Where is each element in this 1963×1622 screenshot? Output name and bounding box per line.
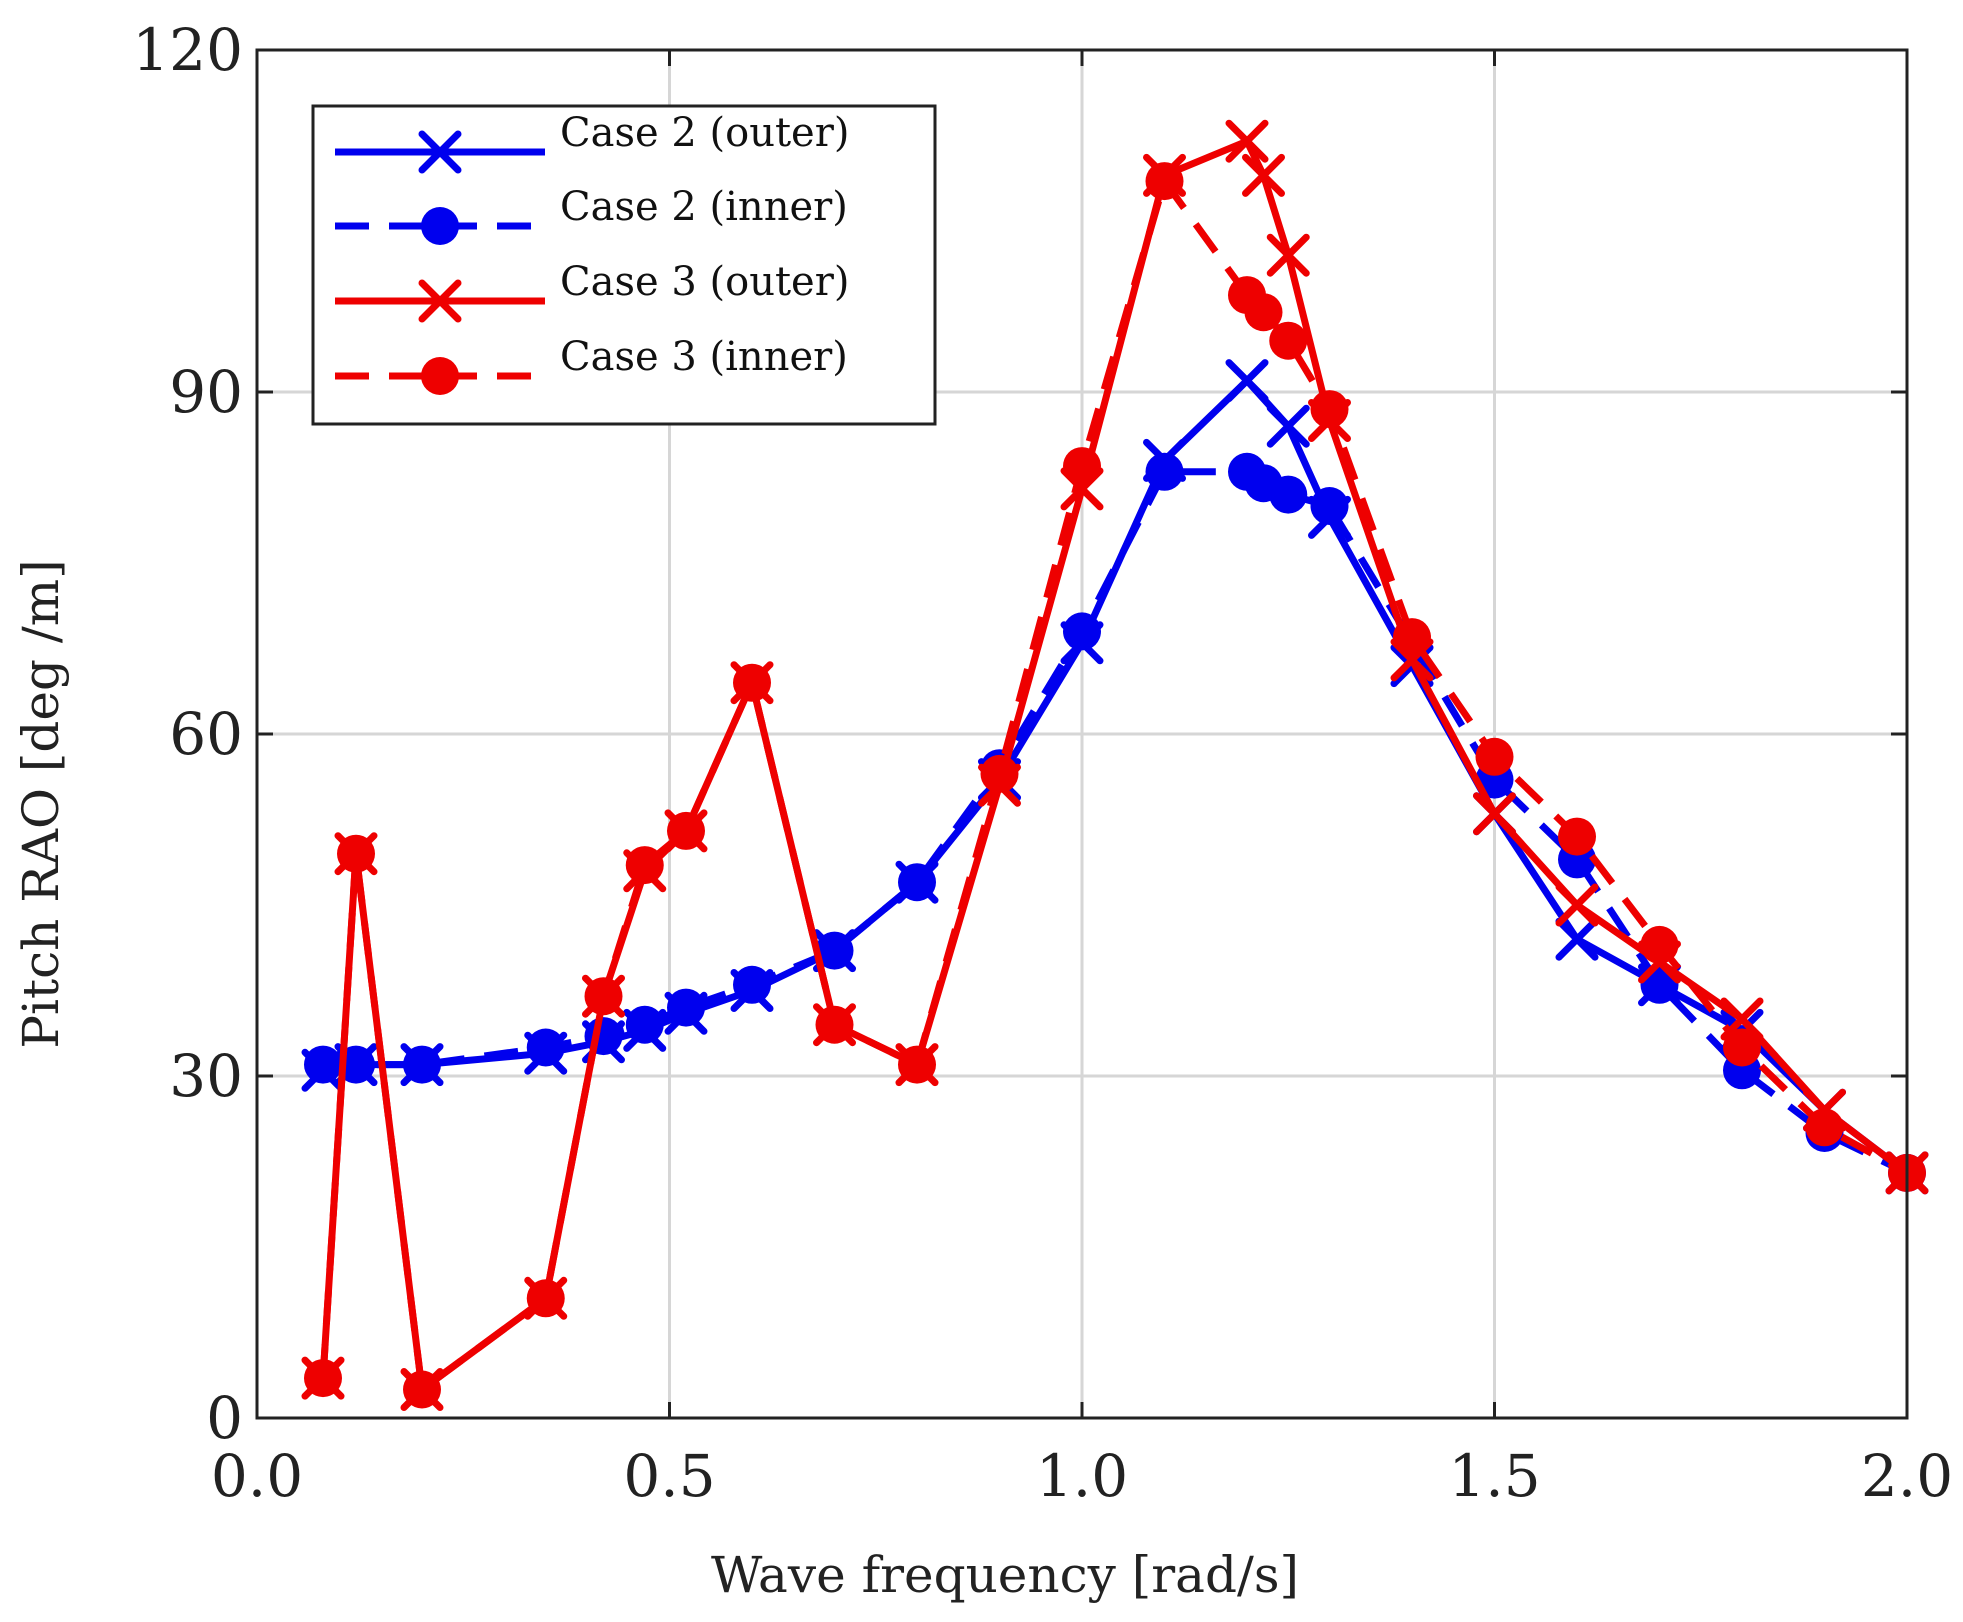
circle-marker <box>1063 447 1101 486</box>
series-4 <box>304 162 1926 1409</box>
circle-marker <box>898 1045 936 1084</box>
x-tick-label: 2.0 <box>1861 1442 1953 1510</box>
y-axis-label: Pitch RAO [deg /m] <box>12 559 70 1048</box>
y-tick-label: 30 <box>169 1042 243 1110</box>
circle-marker <box>526 1279 565 1318</box>
x-marker <box>1225 359 1269 403</box>
circle-marker <box>1558 817 1596 856</box>
circle-marker <box>1805 1108 1844 1147</box>
circle-marker <box>1310 487 1349 525</box>
circle-marker <box>1475 737 1514 776</box>
legend-entry: Case 3 (inner) <box>335 334 848 395</box>
legend-entry: Case 3 (outer) <box>335 259 849 323</box>
legend-label: Case 3 (outer) <box>560 259 849 305</box>
circle-marker <box>1310 390 1349 429</box>
legend: Case 2 (outer) Case 2 (inner) Case 3 (oute… <box>311 104 937 426</box>
circle-marker <box>667 988 705 1027</box>
circle-marker <box>1269 321 1308 360</box>
x-marker <box>1225 119 1269 163</box>
circle-marker <box>403 1370 441 1409</box>
circle-marker <box>667 811 705 850</box>
circle-marker <box>1269 475 1308 514</box>
y-tick-label: 90 <box>169 358 243 426</box>
x-tick-label: 1.0 <box>1036 1442 1128 1510</box>
circle-marker <box>733 663 771 702</box>
circle-marker <box>304 1045 342 1084</box>
legend-label: Case 2 (outer) <box>560 110 849 156</box>
legend-circle-marker <box>421 357 459 395</box>
x-tick-label: 0.5 <box>623 1442 715 1510</box>
circle-marker <box>526 1028 565 1067</box>
x-marker <box>1555 883 1599 927</box>
circle-marker <box>625 846 664 885</box>
circle-marker <box>1145 452 1184 491</box>
x-axis-label: Wave frequency [rad/s] <box>711 1546 1299 1604</box>
circle-marker <box>980 754 1019 793</box>
x-tick-label: 0.0 <box>211 1442 303 1510</box>
circle-marker <box>1723 1028 1761 1067</box>
circle-marker <box>584 977 623 1016</box>
series-layer <box>301 119 1929 1411</box>
circle-marker <box>337 834 375 873</box>
legend-entry: Case 2 (inner) <box>335 184 848 245</box>
x-marker <box>1555 917 1599 961</box>
legend-x-marker <box>418 279 462 323</box>
x-marker <box>1473 792 1516 836</box>
circle-marker <box>898 863 936 902</box>
circle-marker <box>815 931 854 970</box>
y-tick-label: 60 <box>169 700 243 768</box>
legend-x-marker <box>418 130 462 174</box>
circle-marker <box>625 1005 664 1044</box>
y-tick-label: 120 <box>132 16 243 84</box>
legend-entry: Case 2 (outer) <box>335 110 849 174</box>
circle-marker <box>1393 618 1431 657</box>
x-marker <box>1242 153 1285 197</box>
circle-marker <box>733 965 771 1004</box>
circle-marker <box>815 1005 854 1044</box>
x-marker <box>1266 233 1310 277</box>
x-tick-label: 1.5 <box>1448 1442 1540 1510</box>
circle-marker <box>1244 293 1283 332</box>
axis-ticks: 0.0 0.5 1.0 1.5 2.0 0 30 60 90 120 <box>132 16 1953 1510</box>
x-marker <box>1266 404 1310 448</box>
circle-marker <box>1063 612 1101 651</box>
y-tick-label: 0 <box>206 1384 243 1452</box>
circle-marker <box>1640 925 1679 964</box>
legend-box <box>311 104 937 426</box>
legend-label: Case 3 (inner) <box>560 334 848 380</box>
legend-circle-marker <box>421 207 459 245</box>
circle-marker <box>403 1045 441 1084</box>
circle-marker <box>1145 162 1184 201</box>
series-line <box>319 177 1909 1393</box>
circle-marker <box>304 1359 342 1398</box>
legend-label: Case 2 (inner) <box>560 184 848 230</box>
